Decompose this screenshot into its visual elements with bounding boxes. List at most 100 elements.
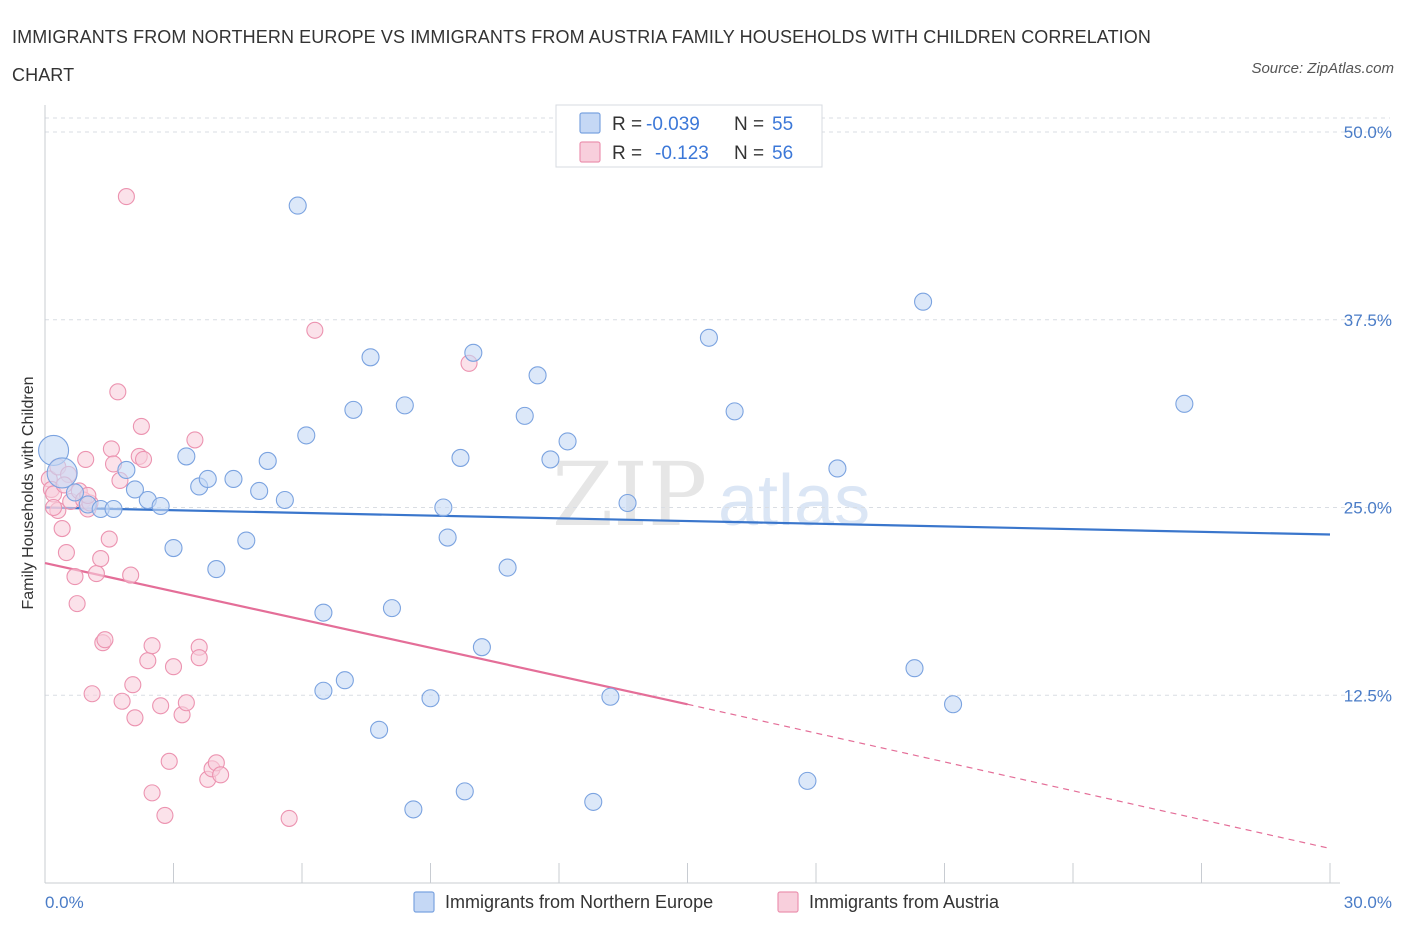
- northern-europe-point-2: [65, 483, 85, 502]
- northern-europe-point-37: [472, 638, 491, 657]
- northern-europe-point-19: [275, 490, 294, 510]
- legend-n-value-1: 55: [772, 114, 793, 135]
- austria-point-27: [117, 188, 135, 206]
- austria-point-50: [280, 809, 298, 827]
- bottom-legend-label-blue: Immigrants from Northern Europe: [445, 892, 713, 912]
- legend-r-value-2: -0.123: [655, 143, 709, 164]
- austria-point-18: [92, 550, 110, 568]
- trend-line-austria-extrapolated: [687, 703, 1331, 850]
- y-tick-label-3: 50.0%: [1344, 123, 1392, 142]
- legend-r-label-1: R =: [612, 114, 642, 135]
- austria-point-28: [122, 566, 140, 584]
- austria-point-32: [132, 417, 150, 435]
- legend-n-label-2: N =: [734, 143, 764, 164]
- northern-europe-point-43: [584, 792, 603, 811]
- trend-line-northern-europe: [44, 506, 1331, 536]
- northern-europe-point-29: [395, 396, 414, 415]
- northern-europe-point-54: [1175, 394, 1194, 413]
- northern-europe-points: [38, 133, 1194, 819]
- stats-legend: R = -0.039 N = 55 R = -0.123 N = 56: [555, 104, 823, 168]
- northern-europe-point-20: [288, 196, 307, 215]
- northern-europe-point-53: [944, 695, 963, 714]
- legend-n-value-2: 56: [772, 143, 793, 164]
- northern-europe-point-44: [601, 687, 620, 706]
- austria-point-26: [113, 692, 131, 710]
- austria-point-30: [126, 709, 144, 727]
- austria-point-9: [66, 568, 84, 586]
- northern-europe-point-45: [618, 493, 637, 513]
- series-legend: Immigrants from Northern Europe Immigran…: [413, 891, 1000, 913]
- bottom-legend-label-pink: Immigrants from Austria: [809, 892, 1000, 912]
- legend-swatch-pink: [579, 141, 601, 163]
- austria-point-37: [152, 697, 170, 715]
- trend-lines: [44, 506, 1331, 850]
- northern-europe-point-22: [314, 603, 333, 622]
- austria-point-10: [68, 595, 86, 613]
- bottom-legend-swatch-pink: [777, 891, 799, 913]
- northern-europe-point-14: [207, 560, 226, 579]
- northern-europe-point-21: [297, 426, 316, 445]
- northern-europe-point-31: [421, 689, 440, 708]
- northern-europe-point-38: [498, 558, 517, 577]
- y-tick-label-2: 37.5%: [1344, 311, 1392, 330]
- austria-point-49: [212, 766, 230, 784]
- austria-point-38: [156, 806, 174, 824]
- austria-point-21: [100, 530, 118, 548]
- legend-swatch-blue: [579, 112, 601, 134]
- northern-europe-point-10: [164, 539, 183, 558]
- legend-r-value-1: -0.039: [646, 114, 700, 135]
- northern-europe-point-34: [451, 448, 470, 467]
- northern-europe-point-50: [828, 459, 847, 478]
- x-tick-label-min: 0.0%: [45, 893, 84, 912]
- austria-point-35: [143, 637, 161, 655]
- austria-point-24: [109, 383, 127, 401]
- northern-europe-point-26: [361, 348, 380, 367]
- northern-europe-point-35: [455, 782, 474, 801]
- watermark-atlas: atlas: [718, 461, 870, 541]
- northern-europe-point-51: [905, 659, 924, 678]
- austria-point-36: [143, 784, 161, 802]
- northern-europe-point-23: [314, 681, 333, 700]
- y-tick-label-0: 12.5%: [1344, 686, 1392, 705]
- northern-europe-point-41: [541, 450, 560, 469]
- austria-point-40: [164, 658, 183, 676]
- northern-europe-point-36: [464, 343, 483, 362]
- austria-point-17: [87, 565, 105, 583]
- y-axis-title: Family Households with Children: [20, 377, 37, 610]
- austria-point-39: [160, 752, 178, 770]
- austria-point-42: [177, 694, 195, 712]
- northern-europe-point-40: [528, 366, 547, 385]
- northern-europe-point-18: [258, 451, 277, 470]
- austria-point-45: [190, 649, 208, 667]
- northern-europe-point-13: [198, 469, 217, 489]
- austria-point-33: [134, 450, 153, 468]
- y-tick-label-1: 25.0%: [1344, 499, 1392, 518]
- austria-point-13: [77, 450, 95, 468]
- legend-r-label-2: R =: [612, 143, 642, 164]
- northern-europe-point-1: [46, 457, 78, 489]
- austria-point-53: [45, 498, 63, 517]
- northern-europe-point-52: [914, 292, 933, 311]
- northern-europe-point-5: [104, 499, 123, 519]
- northern-europe-point-28: [382, 599, 402, 618]
- northern-europe-point-27: [370, 720, 389, 739]
- x-tick-label-max: 30.0%: [1344, 893, 1392, 912]
- northern-europe-point-7: [125, 480, 144, 499]
- northern-europe-point-30: [404, 800, 423, 819]
- chart-title: IMMIGRANTS FROM NORTHERN EUROPE VS IMMIG…: [12, 27, 1151, 85]
- source-credit: Source: ZipAtlas.com: [1251, 60, 1394, 77]
- northern-europe-point-6: [117, 460, 136, 480]
- northern-europe-point-16: [237, 531, 256, 550]
- northern-europe-point-11: [177, 447, 196, 466]
- austria-point-43: [186, 431, 204, 449]
- northern-europe-point-9: [151, 496, 170, 516]
- austria-point-29: [124, 676, 142, 694]
- northern-europe-point-24: [335, 671, 354, 690]
- bottom-legend-swatch-blue: [413, 891, 435, 913]
- northern-europe-point-25: [344, 400, 363, 419]
- trend-line-austria: [44, 561, 688, 706]
- legend-n-label-1: N =: [734, 114, 764, 135]
- austria-point-16: [83, 685, 101, 703]
- northern-europe-point-17: [250, 481, 269, 501]
